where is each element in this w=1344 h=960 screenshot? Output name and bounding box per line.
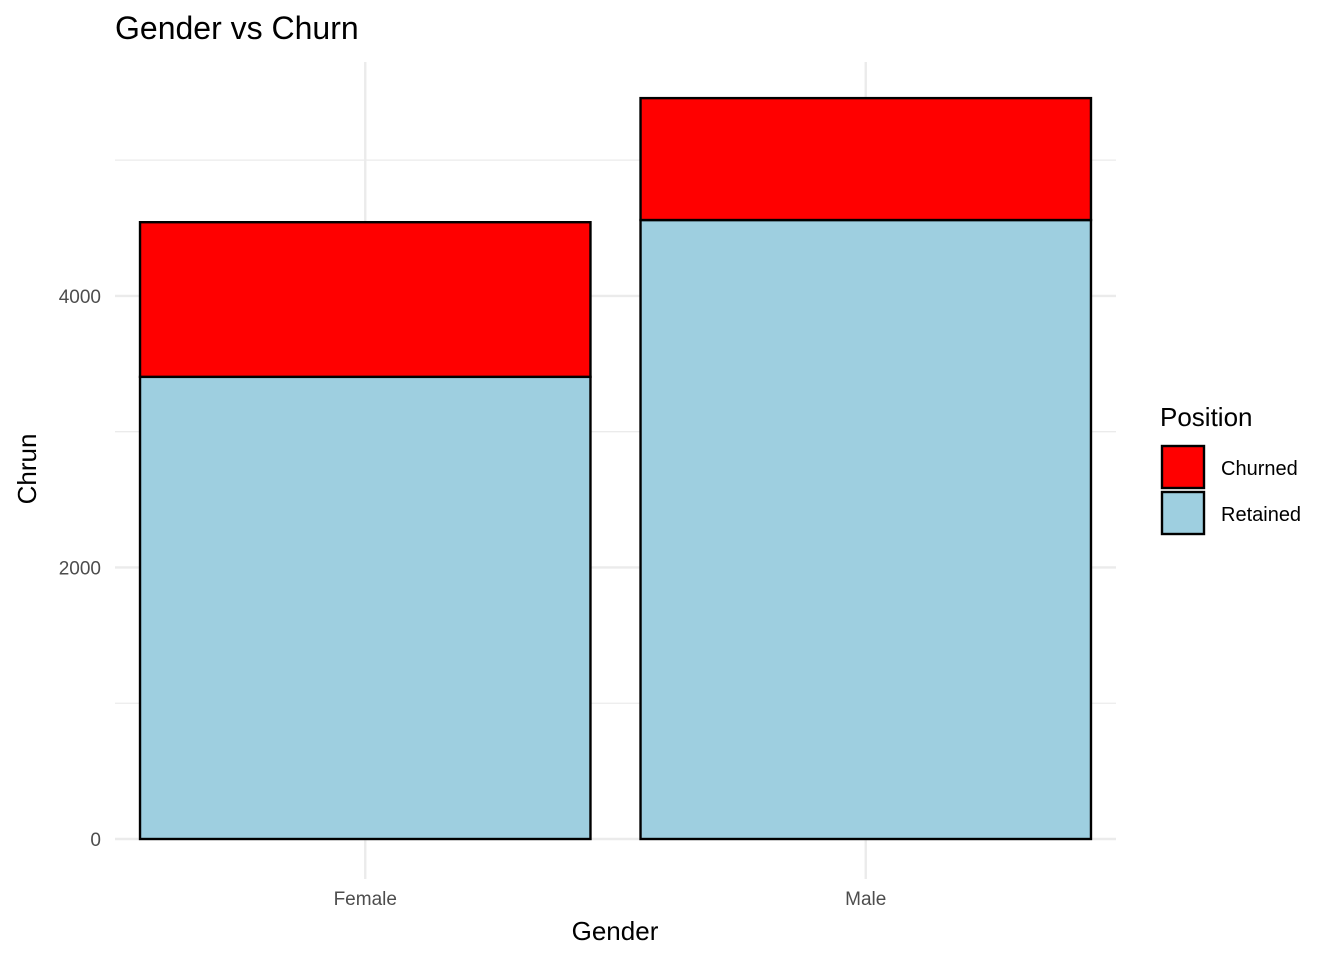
legend: Position Churned Retained: [1160, 402, 1301, 536]
chart-title: Gender vs Churn: [115, 10, 359, 46]
legend-title: Position: [1160, 402, 1253, 432]
x-tick-label: Male: [845, 889, 886, 910]
x-tick-label: Female: [334, 889, 397, 910]
y-tick-label: 2000: [59, 558, 101, 579]
bars: [138, 96, 1093, 841]
bar-churned-male: [639, 96, 1093, 222]
x-axis-title: Gender: [572, 916, 659, 946]
y-tick-label: 0: [90, 830, 101, 851]
legend-label-retained: Retained: [1221, 504, 1301, 526]
legend-swatch-retained: [1160, 490, 1206, 536]
y-tick-label: 4000: [59, 287, 101, 308]
y-axis-title: Chrun: [12, 434, 42, 505]
legend-swatch-churned: [1160, 444, 1206, 490]
y-axis-ticks: 0 2000 4000: [59, 287, 101, 851]
bar-retained-male: [639, 218, 1093, 841]
x-axis-ticks: Female Male: [334, 889, 887, 910]
legend-label-churned: Churned: [1221, 458, 1298, 480]
bar-retained-female: [138, 375, 592, 841]
bar-churned-female: [138, 221, 592, 379]
